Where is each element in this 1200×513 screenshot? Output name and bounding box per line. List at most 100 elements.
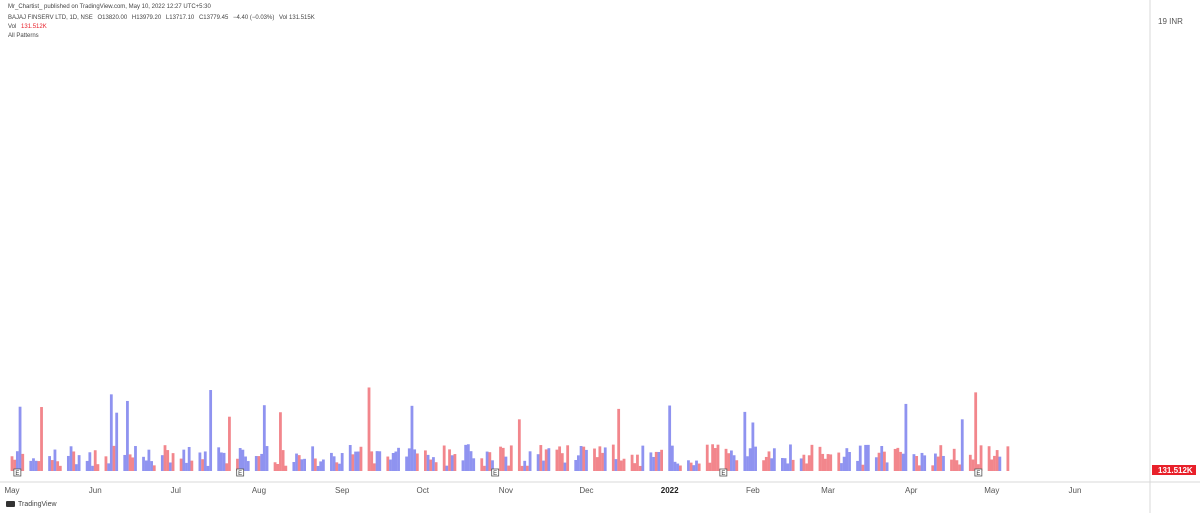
indicator-name[interactable]: All Patterns bbox=[8, 33, 39, 39]
volume-bar bbox=[826, 454, 830, 471]
volume-bar bbox=[885, 462, 889, 471]
volume-bar bbox=[147, 449, 151, 471]
indicator-legend[interactable]: All Patterns bbox=[8, 33, 42, 40]
volume-bar bbox=[874, 457, 878, 471]
volume-bar bbox=[539, 445, 543, 471]
volume-bar bbox=[883, 451, 886, 471]
volume-bar bbox=[453, 454, 457, 471]
volume-bar bbox=[109, 394, 113, 471]
volume-bar bbox=[389, 459, 392, 471]
tradingview-brand: TradingView bbox=[18, 501, 57, 508]
volume-bar bbox=[617, 408, 621, 471]
high-value: H13979.20 bbox=[131, 15, 162, 21]
change-value: −4.40 (−0.03%) bbox=[232, 15, 275, 21]
symbol-title[interactable]: BAJAJ FINSERV LTD, 1D, NSE bbox=[8, 15, 93, 21]
volume-bar bbox=[394, 451, 398, 471]
volume-bar bbox=[544, 449, 548, 471]
volume-bar bbox=[246, 461, 250, 471]
event-marker bbox=[13, 468, 22, 477]
volume-bar bbox=[415, 453, 419, 471]
volume-bar bbox=[96, 464, 100, 471]
volume-bar bbox=[225, 463, 229, 471]
volume-bar bbox=[791, 459, 795, 471]
volume-bar bbox=[829, 454, 833, 471]
volume-bar bbox=[942, 455, 945, 471]
event-marker-label: E bbox=[976, 471, 980, 477]
volume-bar bbox=[840, 463, 843, 471]
volume-bar bbox=[585, 449, 588, 471]
volume-bar bbox=[901, 453, 905, 471]
volume-bar bbox=[203, 451, 207, 471]
volume-bar bbox=[423, 450, 427, 471]
volume-bar bbox=[987, 446, 991, 471]
x-tick-label: May bbox=[984, 486, 999, 495]
volume-bar bbox=[523, 460, 527, 471]
volume-bar bbox=[386, 456, 390, 471]
volume-bar bbox=[802, 454, 806, 471]
volume-bar bbox=[340, 453, 344, 471]
volume-bar bbox=[730, 450, 733, 471]
volume-bar bbox=[58, 465, 62, 471]
volume-bar bbox=[560, 453, 564, 471]
volume-bar bbox=[958, 464, 961, 471]
volume-bar bbox=[705, 444, 709, 471]
volume-bar bbox=[150, 461, 153, 471]
volume-bar bbox=[939, 445, 943, 471]
event-marker bbox=[236, 468, 245, 477]
volume-bar bbox=[152, 465, 156, 471]
volume-bar bbox=[976, 464, 980, 471]
volume-bar bbox=[179, 458, 183, 471]
price-axis[interactable]: 10800.0011200.0011600.0012000.0012400.00… bbox=[1132, 0, 1196, 475]
volume-bar bbox=[547, 448, 551, 471]
volume-bar bbox=[313, 458, 317, 471]
volume-bar bbox=[115, 412, 119, 471]
volume-bar bbox=[563, 462, 567, 471]
volume-bar bbox=[359, 446, 363, 471]
volume-bar bbox=[899, 451, 902, 471]
volume-bar bbox=[520, 465, 524, 471]
volume-bar bbox=[920, 452, 924, 471]
x-tick-label: Apr bbox=[905, 486, 918, 495]
publisher-text: Mr_Chartist_ published on TradingView.co… bbox=[8, 4, 211, 10]
volume-bar bbox=[751, 422, 755, 471]
volume-bar bbox=[697, 463, 701, 471]
volume-bar bbox=[461, 460, 465, 471]
open-value: O13820.00 bbox=[97, 15, 128, 21]
volume-bar bbox=[397, 447, 400, 471]
volume-bar bbox=[509, 445, 513, 471]
volume-bar bbox=[923, 455, 927, 471]
volume-bar bbox=[692, 465, 696, 471]
volume-bar bbox=[56, 461, 60, 471]
volume-bar bbox=[960, 419, 964, 471]
volume-bar bbox=[995, 450, 999, 471]
volume-bar bbox=[805, 463, 808, 471]
volume-bar bbox=[367, 387, 371, 471]
volume-bar bbox=[34, 460, 38, 471]
volume-bar bbox=[762, 460, 766, 471]
time-axis[interactable]: May Jun Jul Aug Sep Oct Nov Dec 2022 Feb Mar Apr May… bbox=[4, 486, 1081, 495]
volume-bar bbox=[708, 462, 712, 471]
volume-bar bbox=[445, 465, 449, 471]
volume-bar bbox=[917, 465, 921, 471]
volume-legend: Vol 131.515K bbox=[279, 15, 315, 21]
volume-bar bbox=[281, 450, 285, 471]
volume-bar bbox=[209, 390, 213, 471]
volume-bar bbox=[507, 465, 511, 471]
volume-bar bbox=[603, 447, 607, 471]
x-tick-label: 2022 bbox=[661, 486, 679, 495]
volume-bar bbox=[131, 457, 135, 471]
volume-bar bbox=[904, 403, 908, 471]
volume-bar bbox=[877, 452, 881, 471]
volume-bar bbox=[321, 459, 325, 471]
volume-bar bbox=[297, 455, 301, 471]
event-marker bbox=[719, 468, 728, 477]
volume-bar bbox=[687, 460, 690, 471]
volume-bar bbox=[236, 458, 239, 471]
event-marker bbox=[974, 468, 983, 477]
volume-bar bbox=[53, 449, 57, 471]
volume-bar bbox=[837, 452, 841, 471]
volume-bar bbox=[163, 445, 167, 471]
volume-bar bbox=[848, 452, 851, 471]
volume-bar bbox=[448, 449, 451, 471]
